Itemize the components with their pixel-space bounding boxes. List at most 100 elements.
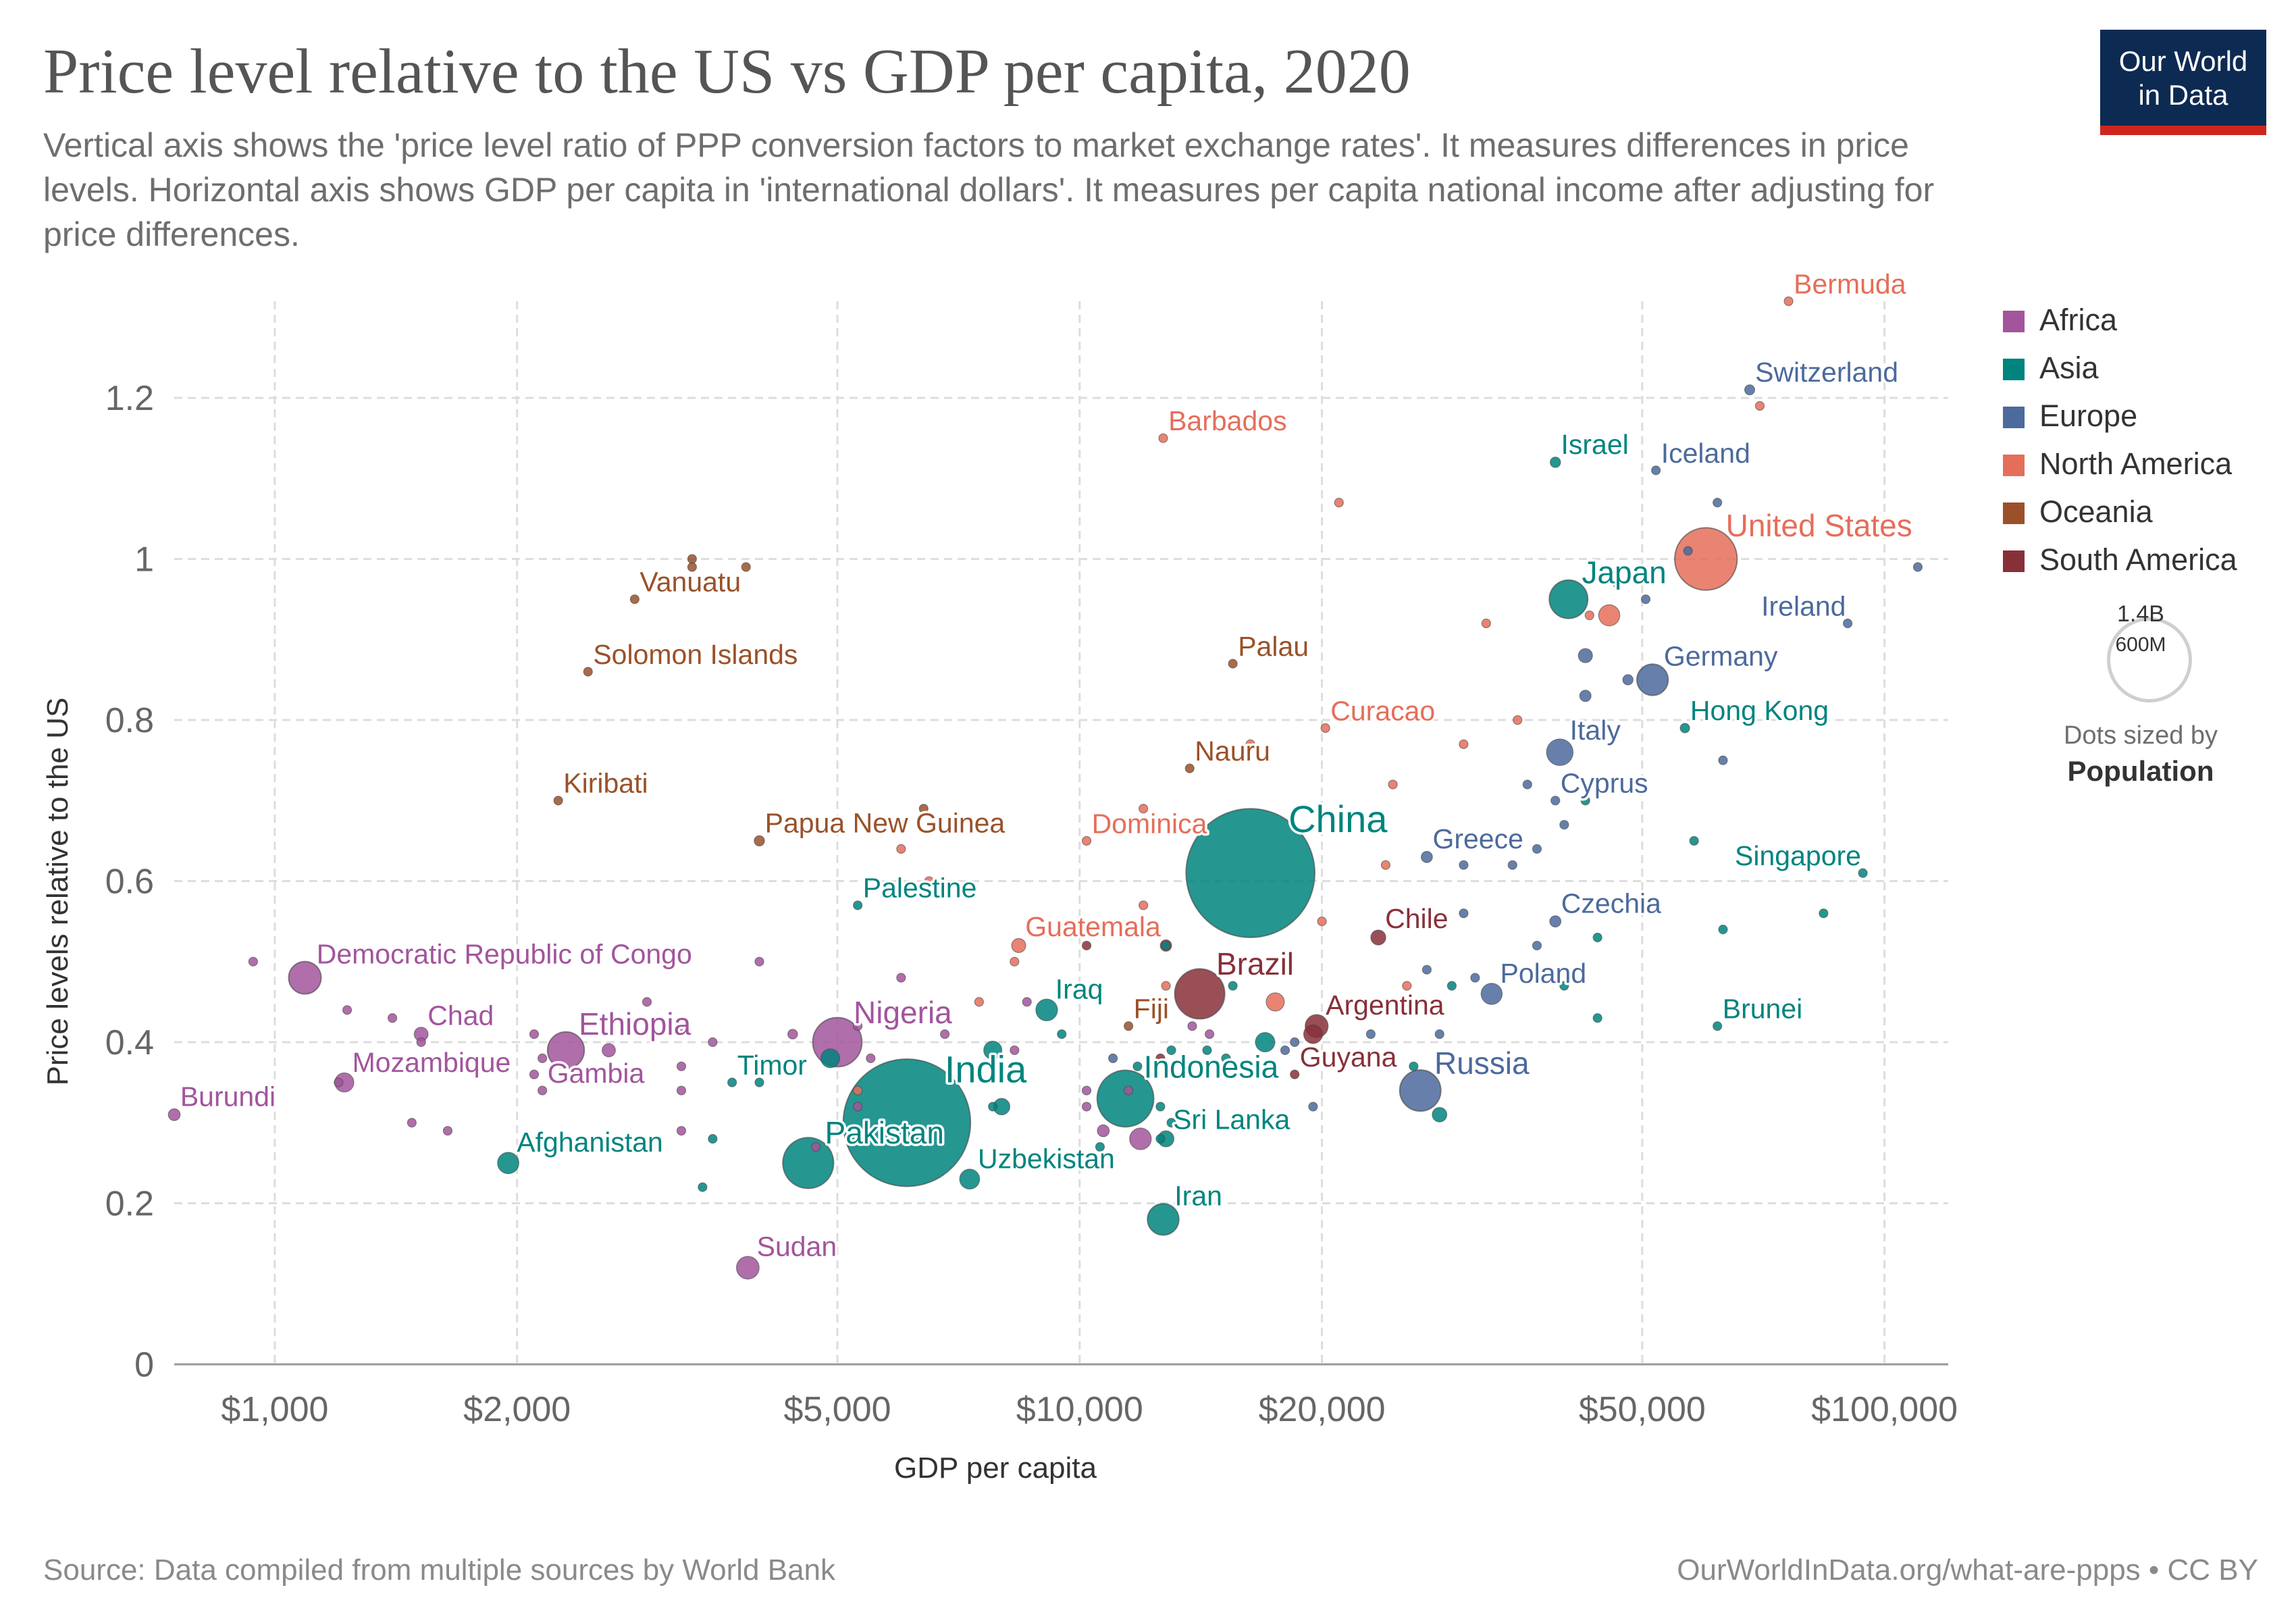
point[interactable] — [1434, 1029, 1444, 1039]
point-papua-new-guinea[interactable] — [754, 835, 765, 847]
point[interactable] — [1470, 973, 1480, 983]
point[interactable] — [1129, 1127, 1152, 1150]
point[interactable] — [1155, 1134, 1166, 1144]
point-brunei[interactable] — [1713, 1021, 1723, 1031]
point[interactable] — [1081, 1102, 1092, 1112]
point[interactable] — [1204, 1029, 1215, 1039]
point[interactable] — [1081, 1085, 1092, 1096]
point[interactable] — [810, 1141, 821, 1152]
point[interactable] — [1459, 860, 1469, 870]
point[interactable] — [918, 804, 929, 814]
point-fiji[interactable] — [1124, 1021, 1134, 1031]
point[interactable] — [1579, 690, 1592, 702]
point[interactable] — [1459, 908, 1469, 919]
point[interactable] — [1166, 1045, 1176, 1056]
point-democratic-republic-of-congo[interactable] — [288, 960, 322, 995]
point[interactable] — [1132, 1061, 1143, 1071]
point-iran[interactable] — [1147, 1203, 1180, 1236]
point[interactable] — [1255, 1032, 1276, 1052]
point-united-states[interactable] — [1674, 527, 1738, 591]
point[interactable] — [1592, 1013, 1602, 1023]
point-israel[interactable] — [1549, 457, 1561, 468]
point[interactable] — [988, 1102, 998, 1112]
point[interactable] — [698, 1182, 708, 1192]
point[interactable] — [1446, 981, 1457, 991]
point[interactable] — [1580, 796, 1590, 806]
point[interactable] — [1559, 819, 1569, 830]
point[interactable] — [1402, 981, 1412, 991]
point-italy[interactable] — [1546, 738, 1574, 767]
point[interactable] — [983, 1040, 1003, 1060]
point[interactable] — [676, 1061, 687, 1071]
point-greece[interactable] — [1420, 850, 1433, 863]
point-burundi[interactable] — [167, 1108, 181, 1121]
point[interactable] — [1459, 739, 1469, 749]
point-guyana[interactable] — [1290, 1069, 1300, 1079]
point-china[interactable] — [1185, 808, 1316, 938]
point[interactable] — [1819, 908, 1829, 919]
point[interactable] — [1365, 1029, 1376, 1039]
point[interactable] — [1303, 1024, 1323, 1044]
point[interactable] — [687, 554, 698, 564]
point[interactable] — [1266, 992, 1285, 1012]
point[interactable] — [741, 562, 751, 572]
point-india[interactable] — [842, 1058, 972, 1187]
point-dominica[interactable] — [1081, 835, 1092, 846]
point[interactable] — [1612, 578, 1622, 588]
point[interactable] — [1228, 981, 1238, 991]
point[interactable] — [1187, 1021, 1197, 1031]
point[interactable] — [602, 1043, 616, 1058]
point[interactable] — [416, 1037, 426, 1048]
point[interactable] — [1155, 1102, 1166, 1112]
point[interactable] — [1166, 1118, 1176, 1128]
point[interactable] — [407, 1118, 417, 1128]
point[interactable] — [924, 876, 934, 886]
point[interactable] — [1532, 844, 1542, 854]
point[interactable] — [1124, 1085, 1134, 1096]
source-link[interactable]: OurWorldInData.org/what-are-ppps • CC BY — [1677, 1553, 2258, 1587]
point[interactable] — [1507, 860, 1517, 870]
point[interactable] — [754, 1077, 764, 1087]
point[interactable] — [1640, 594, 1651, 604]
point[interactable] — [1718, 924, 1728, 935]
point[interactable] — [676, 1021, 687, 1031]
point[interactable] — [1713, 498, 1723, 508]
point-pakistan[interactable] — [782, 1137, 835, 1189]
point-cyprus[interactable] — [1550, 796, 1561, 806]
point[interactable] — [1683, 546, 1693, 556]
point-russia[interactable] — [1399, 1069, 1442, 1112]
point[interactable] — [1010, 956, 1020, 967]
point-barbados[interactable] — [1158, 433, 1168, 443]
point[interactable] — [1559, 981, 1569, 991]
point[interactable] — [1108, 1053, 1118, 1063]
point[interactable] — [1912, 562, 1923, 572]
point[interactable] — [1432, 1106, 1448, 1123]
point[interactable] — [1139, 804, 1149, 814]
point[interactable] — [1689, 835, 1699, 846]
point-poland[interactable] — [1480, 983, 1503, 1005]
point-nauru[interactable] — [1184, 763, 1195, 773]
point[interactable] — [1522, 779, 1532, 790]
point[interactable] — [754, 956, 764, 967]
point[interactable] — [708, 1134, 718, 1144]
point-switzerland[interactable] — [1744, 384, 1756, 396]
point[interactable] — [1081, 940, 1092, 951]
point[interactable] — [1380, 860, 1391, 870]
point[interactable] — [1513, 715, 1523, 725]
point[interactable] — [1481, 618, 1491, 629]
point[interactable] — [1532, 940, 1542, 951]
point-timor[interactable] — [727, 1077, 737, 1087]
point[interactable] — [1584, 610, 1594, 621]
point[interactable] — [1577, 648, 1593, 663]
point[interactable] — [1388, 779, 1398, 790]
point-singapore[interactable] — [1858, 868, 1868, 878]
point-gambia[interactable] — [538, 1085, 548, 1096]
point[interactable] — [687, 562, 698, 572]
point[interactable] — [529, 1069, 540, 1079]
point[interactable] — [334, 1077, 344, 1087]
point[interactable] — [787, 1029, 798, 1039]
point-iceland[interactable] — [1651, 465, 1661, 475]
point-brazil[interactable] — [1174, 968, 1226, 1020]
point[interactable] — [1097, 1124, 1110, 1137]
point[interactable] — [248, 956, 258, 967]
